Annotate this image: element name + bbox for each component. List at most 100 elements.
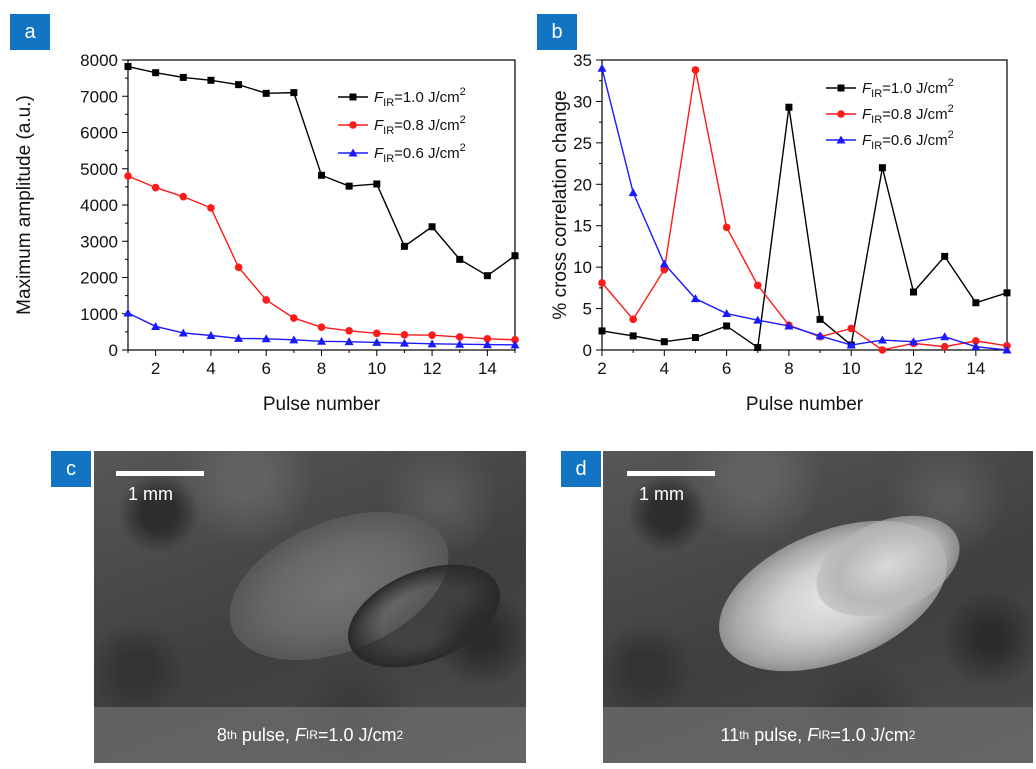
legend-label: FIR=1.0 J/cm2	[374, 86, 466, 109]
y-tick-label: 35	[573, 51, 592, 70]
y-axis-title: Maximum amplitude (a.u.)	[14, 95, 35, 315]
x-tick-label: 6	[261, 359, 270, 378]
x-tick-label: 8	[784, 359, 793, 378]
data-point	[510, 340, 520, 349]
data-point	[691, 334, 699, 342]
data-point	[511, 336, 519, 344]
data-point	[317, 336, 326, 345]
y-axis-title: % cross correlation change	[550, 90, 571, 319]
x-tick-label: 2	[151, 359, 160, 378]
legend-label: FIR=0.6 J/cm2	[862, 129, 954, 152]
data-point	[971, 342, 981, 351]
y-tick-label: 20	[573, 175, 592, 194]
data-point	[659, 259, 669, 268]
data-point	[151, 321, 161, 330]
legend-marker	[349, 93, 357, 101]
data-point	[152, 69, 160, 77]
caption-d-rest: =1.0 J/cm	[830, 724, 909, 745]
scalebar-d	[627, 471, 715, 476]
y-tick-label: 4000	[80, 196, 118, 215]
series-line	[601, 68, 1008, 351]
data-point	[400, 242, 408, 250]
data-point	[179, 192, 188, 201]
legend-marker	[348, 148, 358, 157]
data-point	[722, 223, 731, 232]
data-point	[878, 164, 886, 172]
x-tick-label: 12	[904, 359, 923, 378]
chart-a: 2 4 6 8 10 12 14 0 1000 2000 3000 4000 5000 6000 7000 8…	[14, 51, 520, 415]
data-point	[597, 63, 607, 72]
data-point	[1003, 289, 1011, 297]
data-point	[598, 327, 606, 335]
data-point	[690, 294, 700, 303]
data-point	[455, 339, 465, 348]
data-point	[1002, 345, 1012, 354]
data-point	[754, 344, 762, 352]
legend-marker	[837, 110, 845, 118]
y-tick-label: 1000	[80, 305, 118, 324]
data-point	[972, 337, 980, 345]
data-point	[722, 309, 732, 318]
y-tick-label: 5	[583, 300, 592, 319]
data-point	[234, 263, 243, 272]
data-point	[940, 342, 949, 351]
data-point	[234, 333, 244, 342]
scalebar-label-d: 1 mm	[639, 484, 684, 504]
y-tick-label: 8000	[80, 51, 118, 70]
caption-d-sub: IR	[818, 728, 831, 742]
data-point	[124, 63, 132, 71]
data-point	[455, 333, 464, 341]
x-tick-label: 4	[206, 359, 215, 378]
data-point	[178, 328, 188, 337]
y-tick-label: 6000	[80, 124, 118, 143]
data-point	[660, 265, 669, 274]
data-point	[290, 89, 298, 97]
data-point	[847, 324, 856, 333]
data-point	[660, 338, 668, 346]
series-square: FIR=1.0 J/cm2	[124, 63, 519, 280]
data-point	[940, 332, 950, 341]
data-point	[815, 331, 825, 340]
y-tick-label: 30	[573, 92, 592, 111]
y-tick-label: 10	[573, 258, 592, 277]
data-point	[878, 346, 887, 354]
caption-c-num: 8	[216, 724, 227, 745]
x-tick-label: 8	[317, 359, 326, 378]
data-point	[753, 315, 763, 324]
y-tick-label: 5000	[80, 160, 118, 179]
data-point	[846, 340, 856, 349]
caption-c-ordinal: th	[226, 728, 237, 742]
caption-d-f: F	[807, 724, 819, 745]
y-tick-label: 3000	[80, 232, 118, 251]
data-point	[318, 171, 325, 179]
data-point	[262, 89, 270, 97]
charts-svg: 2 4 6 8 10 12 14 0 1000 2000 3000 4000 5000 6000 7000 8…	[14, 51, 1012, 415]
legend-label: FIR=0.6 J/cm2	[374, 142, 466, 165]
data-point	[261, 334, 271, 343]
data-point	[399, 338, 409, 347]
x-tick-label: 6	[722, 359, 731, 378]
scalebar-c	[116, 471, 204, 476]
panel-label-c: c	[51, 451, 91, 487]
legend-marker	[349, 121, 357, 129]
data-point	[972, 299, 980, 307]
y-tick-label: 25	[573, 134, 592, 153]
x-tick-label: 14	[478, 359, 497, 378]
caption-d-num: 11	[720, 724, 740, 745]
data-point	[785, 103, 793, 111]
series-line	[601, 107, 1008, 349]
caption-c-mid: pulse,	[236, 724, 295, 745]
y-tick-label: 7000	[80, 87, 118, 106]
x-tick-label: 10	[367, 359, 386, 378]
caption-c-f: F	[294, 724, 306, 745]
data-point	[816, 315, 824, 323]
data-point	[123, 308, 133, 317]
data-point	[753, 281, 762, 290]
data-point	[207, 76, 215, 84]
data-point	[511, 252, 519, 260]
data-point	[344, 337, 354, 346]
data-point	[345, 182, 353, 190]
